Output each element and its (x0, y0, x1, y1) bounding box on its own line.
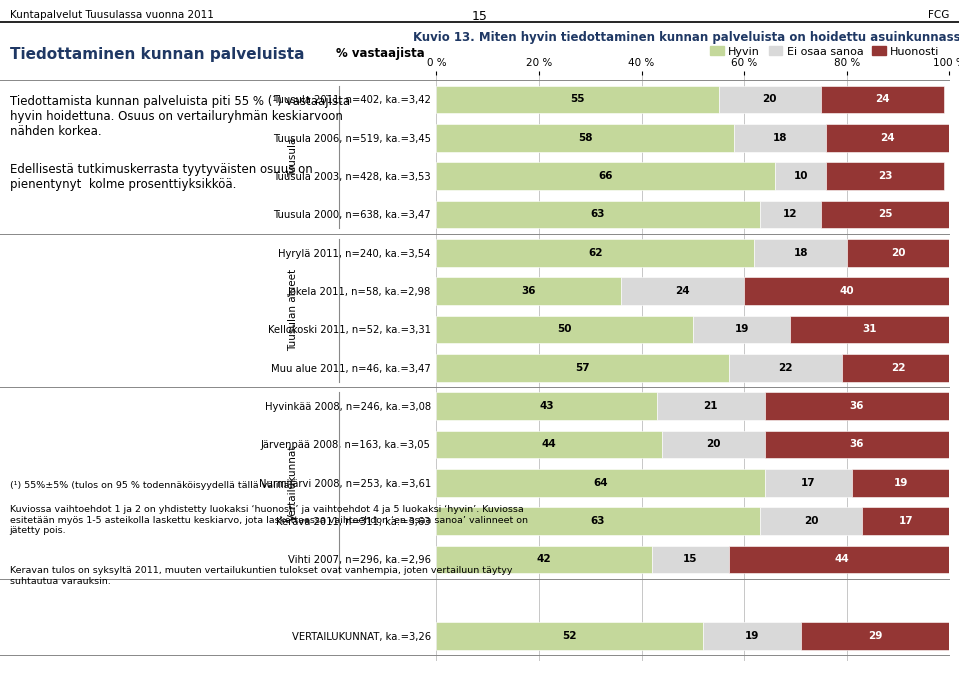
Bar (436, 622, 703, 650)
Text: 52: 52 (563, 631, 577, 641)
Text: 21: 21 (704, 401, 718, 411)
Bar (718, 85, 821, 113)
Bar (862, 507, 949, 535)
Text: 58: 58 (578, 133, 593, 143)
Bar (801, 622, 949, 650)
Text: Kuviossa vaihtoehdot 1 ja 2 on yhdistetty luokaksi ‘huonosti’ ja vaihtoehdot 4 j: Kuviossa vaihtoehdot 1 ja 2 on yhdistett… (10, 505, 527, 535)
Text: 19: 19 (735, 325, 749, 334)
Bar (827, 162, 945, 190)
Bar (764, 431, 949, 458)
Bar (436, 469, 764, 496)
Text: Edellisestä tutkimuskerrasta tyytyväisten osuus on
pienentynyt  kolme prosenttiy: Edellisestä tutkimuskerrasta tyytyväiste… (10, 163, 313, 191)
Bar (436, 201, 760, 228)
Bar (436, 393, 657, 420)
Bar (621, 277, 744, 305)
Text: 36: 36 (850, 439, 864, 450)
Bar (842, 354, 954, 382)
Bar (436, 431, 662, 458)
Text: 42: 42 (537, 555, 551, 565)
Text: Tiedottamista kunnan palveluista piti 55 % (¹) vastaajista
hyvin hoidettuna. Osu: Tiedottamista kunnan palveluista piti 55… (10, 95, 350, 138)
Bar (852, 469, 949, 496)
Text: 64: 64 (594, 478, 608, 487)
Text: 31: 31 (863, 325, 877, 334)
Bar (692, 316, 790, 343)
Text: 12: 12 (784, 210, 798, 220)
Legend: Hyvin, Ei osaa sanoa, Huonosti: Hyvin, Ei osaa sanoa, Huonosti (706, 42, 944, 61)
Text: 50: 50 (557, 325, 572, 334)
Text: Vertailukunnat: Vertailukunnat (288, 445, 297, 521)
Text: 43: 43 (539, 401, 554, 411)
Bar (436, 316, 692, 343)
Text: 19: 19 (894, 478, 908, 487)
Text: 15: 15 (683, 555, 697, 565)
Text: 22: 22 (778, 363, 792, 373)
Text: Tuusulan alueet: Tuusulan alueet (288, 269, 297, 351)
Text: 18: 18 (793, 248, 807, 258)
Bar (436, 85, 718, 113)
Text: 36: 36 (850, 401, 864, 411)
Text: 63: 63 (591, 516, 605, 526)
Text: Kuvio 13. Miten hyvin tiedottaminen kunnan palveluista on hoidettu asuinkunnassa: Kuvio 13. Miten hyvin tiedottaminen kunn… (412, 31, 959, 43)
Bar (755, 239, 847, 266)
Bar (657, 393, 764, 420)
Text: 36: 36 (522, 286, 536, 296)
Text: 19: 19 (745, 631, 760, 641)
Text: 62: 62 (588, 248, 602, 258)
Text: 24: 24 (880, 133, 895, 143)
Text: 20: 20 (891, 248, 905, 258)
Text: 44: 44 (834, 555, 849, 565)
Text: Kuntapalvelut Tuusulassa vuonna 2011: Kuntapalvelut Tuusulassa vuonna 2011 (10, 10, 214, 20)
Text: 22: 22 (891, 363, 905, 373)
Bar (847, 239, 949, 266)
Bar (436, 507, 760, 535)
Text: Tiedottaminen kunnan palveluista: Tiedottaminen kunnan palveluista (10, 47, 304, 62)
Text: 17: 17 (899, 516, 913, 526)
Bar (703, 622, 801, 650)
Text: % vastaajista: % vastaajista (337, 47, 425, 60)
Bar (652, 546, 729, 574)
Text: 66: 66 (598, 171, 613, 181)
Text: 63: 63 (591, 210, 605, 220)
Bar (790, 316, 949, 343)
Text: FCG: FCG (928, 10, 949, 20)
Text: 18: 18 (773, 133, 787, 143)
Bar (827, 124, 949, 152)
Bar (821, 201, 949, 228)
Bar (436, 277, 621, 305)
Bar (729, 354, 842, 382)
Text: 25: 25 (878, 210, 893, 220)
Bar (436, 162, 775, 190)
Text: Tuusula: Tuusula (288, 138, 297, 177)
Text: 29: 29 (868, 631, 882, 641)
Bar (760, 201, 821, 228)
Bar (744, 277, 949, 305)
Text: 57: 57 (575, 363, 590, 373)
Bar (436, 354, 729, 382)
Bar (734, 124, 827, 152)
Bar (764, 469, 852, 496)
Text: 24: 24 (675, 286, 690, 296)
Text: 24: 24 (876, 94, 890, 104)
Text: 15: 15 (472, 10, 487, 23)
Text: 44: 44 (542, 439, 556, 450)
Text: Keravan tulos on syksyltä 2011, muuten vertailukuntien tulokset ovat vanhempia, : Keravan tulos on syksyltä 2011, muuten v… (10, 566, 512, 586)
Bar (662, 431, 764, 458)
Bar (729, 546, 954, 574)
Text: 10: 10 (793, 171, 807, 181)
Bar (821, 85, 945, 113)
Text: 20: 20 (762, 94, 777, 104)
Text: 17: 17 (801, 478, 816, 487)
Bar (436, 239, 755, 266)
Bar (760, 507, 862, 535)
Bar (436, 124, 734, 152)
Text: 55: 55 (571, 94, 585, 104)
Text: 40: 40 (839, 286, 854, 296)
Text: 20: 20 (804, 516, 818, 526)
Bar (775, 162, 827, 190)
Text: 23: 23 (878, 171, 893, 181)
Text: 20: 20 (706, 439, 720, 450)
Text: (¹) 55%±5% (tulos on 95 % todennäköisyydellä tällä välillä): (¹) 55%±5% (tulos on 95 % todennäköisyyd… (10, 481, 292, 490)
Bar (764, 393, 949, 420)
Bar (436, 546, 652, 574)
